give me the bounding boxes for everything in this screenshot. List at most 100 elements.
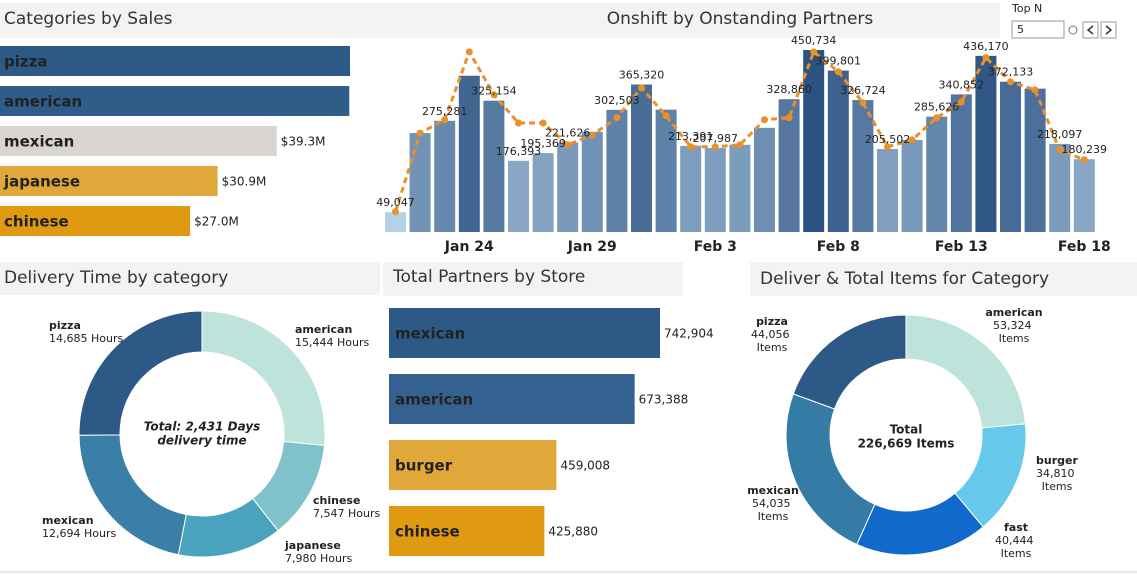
bar (389, 440, 557, 490)
line-point (859, 99, 867, 107)
slice-value: 15,444 Hours (295, 336, 369, 349)
line-point (539, 119, 547, 127)
slice-value: 7,980 Hours (285, 552, 352, 565)
category-label: american (395, 391, 473, 409)
category-label: chinese (4, 213, 69, 231)
slice-value: 12,694 Hours (42, 527, 116, 540)
value-label: $39.3M (281, 135, 326, 149)
bar (532, 153, 554, 232)
value-label: $27.0M (194, 215, 239, 229)
value-label: 450,734 (791, 34, 837, 47)
category-label: mexican (395, 325, 465, 343)
bar (704, 148, 726, 232)
slice-value: 44,056 Items (751, 328, 793, 354)
line-point (416, 129, 424, 137)
bar (606, 109, 628, 232)
bar (385, 212, 406, 232)
value-label: 399,801 (816, 55, 862, 68)
line-point (515, 119, 522, 127)
chart-title: Delivery Time by category (4, 268, 228, 288)
header-band (750, 262, 1137, 296)
value-label: 49,047 (376, 196, 415, 209)
donut-slice (785, 393, 876, 546)
next-button[interactable] (1100, 21, 1117, 39)
value-label: 326,724 (840, 84, 886, 97)
value-label: 275,281 (422, 105, 468, 118)
bar (680, 145, 702, 232)
bar (975, 55, 997, 232)
prev-button[interactable] (1082, 21, 1099, 39)
bar (409, 133, 431, 232)
line-point (933, 114, 941, 122)
bar (754, 127, 775, 232)
bar (778, 99, 800, 232)
x-tick-label: Feb 13 (935, 239, 988, 255)
bar (1073, 159, 1095, 232)
slider-handle[interactable] (1068, 25, 1078, 35)
category-label: chinese (395, 523, 460, 541)
value-label: 742,904 (664, 327, 714, 341)
top-n-input[interactable] (1011, 20, 1065, 39)
bar (0, 126, 277, 156)
bar (458, 75, 480, 232)
line-point (785, 114, 793, 122)
bar (950, 94, 972, 232)
bar (901, 139, 923, 232)
line-point (908, 136, 916, 144)
header-band (0, 3, 1000, 38)
x-tick-label: Feb 3 (694, 239, 737, 255)
line-point (392, 208, 399, 216)
x-tick-label: Jan 29 (567, 239, 617, 255)
top-n-label: Top N (1011, 2, 1042, 15)
slice-label: fast (1004, 521, 1028, 534)
bar (926, 116, 948, 232)
bar (0, 166, 218, 196)
category-label: american (4, 93, 82, 111)
category-label: burger (395, 457, 453, 475)
value-label: 459,008 (560, 459, 610, 473)
slice-label: japanese (284, 539, 341, 552)
category-label: japanese (3, 173, 80, 191)
chart-title: Categories by Sales (4, 9, 173, 29)
top-n-value[interactable]: 5 (1017, 23, 1024, 36)
slice-label: mexican (42, 514, 94, 527)
line-point (1056, 146, 1064, 154)
line-point (810, 48, 818, 56)
value-label: 365,320 (619, 68, 665, 81)
slice-label: pizza (756, 315, 788, 328)
value-label: 328,860 (766, 83, 812, 96)
center-label: Total: 2,431 Days (144, 420, 261, 434)
bar (508, 160, 529, 232)
line-point (884, 143, 891, 151)
value-label: $30.9M (222, 175, 267, 189)
line-point (588, 131, 596, 139)
value-label: 221,626 (545, 127, 591, 140)
trend-line (394, 48, 1085, 213)
prev-icon (1086, 25, 1094, 35)
line-point (982, 54, 990, 62)
line-point (613, 114, 621, 122)
bar (389, 506, 545, 556)
line-point (687, 143, 695, 151)
line-point (711, 143, 719, 151)
value-label: 285,626 (914, 101, 960, 114)
value-label: 302,503 (594, 94, 640, 107)
slice-label: american (295, 323, 352, 336)
bar (0, 206, 191, 236)
chart-title: Total Partners by Store (392, 267, 585, 287)
bar (655, 109, 677, 232)
slice-label: burger (1036, 454, 1078, 467)
line-point (736, 141, 744, 149)
line-point (490, 91, 498, 99)
donut-slice (792, 314, 907, 410)
value-label: 205,502 (865, 133, 911, 146)
slice-label: chinese (313, 494, 360, 507)
value-label: 673,388 (639, 393, 689, 407)
slice-value: 54,035 Items (752, 497, 794, 523)
value-label: 195,369 (520, 137, 566, 150)
bar (483, 100, 505, 232)
x-tick-label: Feb 8 (817, 239, 860, 255)
slice-value: 14,685 Hours (49, 332, 123, 345)
next-icon (1105, 25, 1113, 35)
